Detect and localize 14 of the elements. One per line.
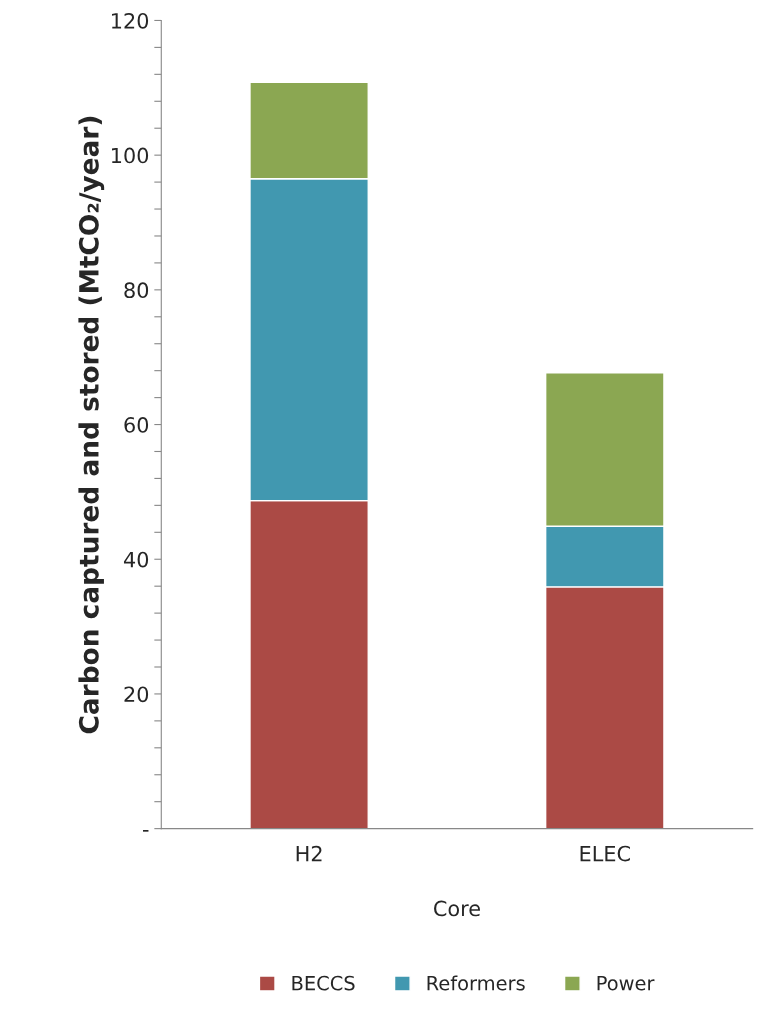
x-tick-label: ELEC — [580, 845, 630, 862]
y-tick-label: 40 — [123, 551, 149, 568]
y-tick-label: 100 — [112, 147, 149, 164]
y-tick-label: 120 — [112, 12, 149, 29]
y-axis-title: Carbon captured and stored (MtCO₂/year) — [78, 116, 105, 734]
legend-label: Power — [597, 976, 655, 991]
y-tick-label: 80 — [124, 282, 149, 299]
y-tick-label: 20 — [124, 686, 149, 703]
y-tick-label: - — [142, 830, 149, 832]
legend-label: Reformers — [427, 975, 525, 991]
x-axis-title: Core — [434, 900, 480, 917]
y-tick-label: 60 — [124, 417, 149, 433]
legend-label: BECCS — [292, 975, 355, 991]
x-tick-label: H2 — [296, 845, 322, 862]
